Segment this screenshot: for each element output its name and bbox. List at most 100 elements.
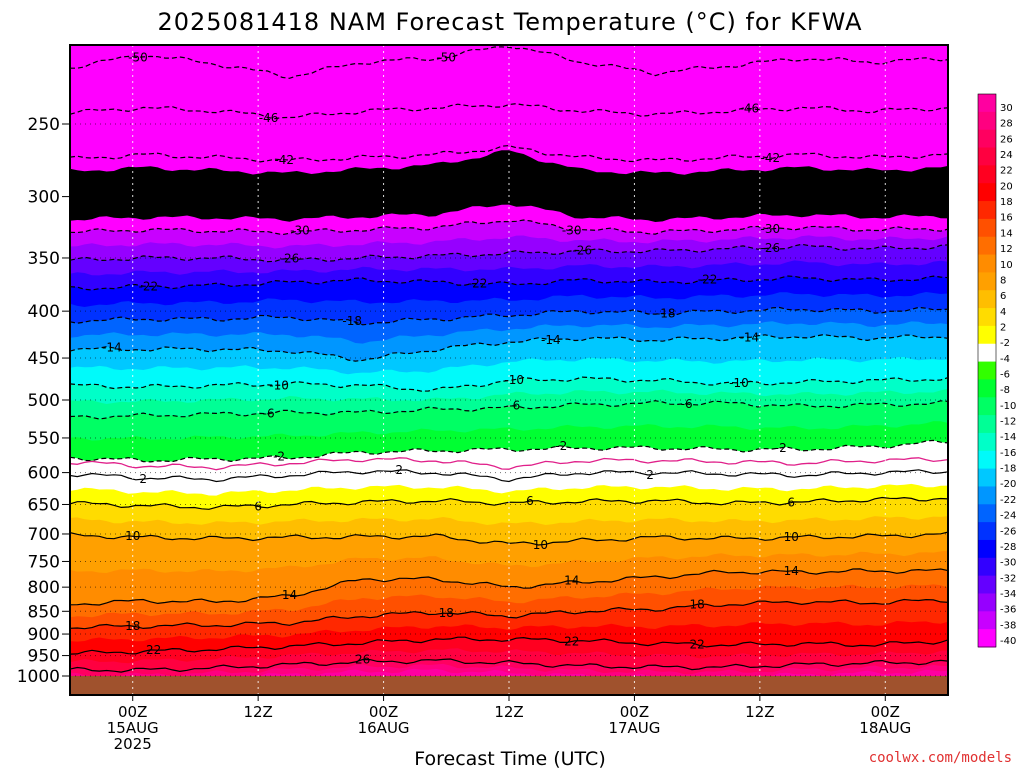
- colorbar-label: 8: [1000, 275, 1006, 286]
- contour-line: [70, 46, 948, 79]
- colorbar-swatch: [978, 290, 996, 309]
- contour-label: -42: [761, 151, 781, 165]
- colorbar-label: 6: [1000, 291, 1006, 302]
- contour-label: -42: [274, 153, 294, 167]
- colorbar-swatch: [978, 575, 996, 594]
- contour-label: -30: [761, 222, 781, 236]
- contour-line: [70, 243, 948, 263]
- colorbar-swatch: [978, 468, 996, 487]
- y-tick-label: 250: [28, 115, 60, 135]
- colorbar-label: -26: [1000, 526, 1016, 537]
- colorbar-label: -22: [1000, 495, 1016, 506]
- contour-label: -6: [508, 399, 520, 413]
- contour-label: -10: [269, 378, 289, 392]
- colorbar-swatch: [978, 308, 996, 327]
- colorbar-label: -36: [1000, 605, 1016, 616]
- colorbar-label: -32: [1000, 573, 1016, 584]
- colorbar-label: -16: [1000, 448, 1016, 459]
- y-tick-label: 800: [28, 578, 60, 598]
- x-tick-label: 00Z: [118, 703, 147, 721]
- colorbar-frame: [977, 93, 997, 648]
- y-tick-label: 900: [28, 625, 60, 645]
- colorbar-swatch: [978, 218, 996, 238]
- contour-label: -30: [290, 224, 310, 238]
- colorbar-label: -40: [1000, 636, 1016, 647]
- colorbar-swatch: [978, 201, 996, 220]
- x-tick-label: 18AUG: [859, 719, 911, 737]
- contour-label: -26: [572, 244, 592, 258]
- x-tick-label: 00Z: [620, 703, 649, 721]
- contour-line: [70, 275, 948, 291]
- contour-label: -30: [562, 224, 582, 238]
- ground-below-surface: [70, 676, 948, 695]
- colorbar-label: -30: [1000, 558, 1016, 569]
- colorbar-swatch: [978, 254, 996, 273]
- contour-label: 22: [564, 634, 579, 648]
- contour-label: -10: [504, 373, 524, 387]
- y-tick-label: 600: [28, 464, 60, 484]
- contour-label: -14: [541, 333, 561, 347]
- contour-label: -18: [342, 314, 362, 328]
- contour-label: -6: [263, 407, 275, 421]
- contour-label: 22: [690, 638, 705, 652]
- x-tick-label: 15AUG: [107, 719, 159, 737]
- contour-line: [70, 219, 948, 236]
- colorbar-swatch: [978, 129, 996, 149]
- colorbar-label: -28: [1000, 542, 1016, 553]
- colorbar-label: -38: [1000, 620, 1016, 631]
- chart-title: 2025081418 NAM Forecast Temperature (°C)…: [158, 8, 863, 36]
- colorbar-swatch: [978, 432, 996, 452]
- colorbar-swatch: [978, 379, 996, 398]
- colorbar: 30 28 26 24 22 20 18 16 14 12 10 8 6 4 2 -2 -4 -6 -8 -10 -12…: [977, 93, 1016, 648]
- contour-label: 6: [254, 499, 262, 513]
- y-tick-label: 450: [28, 349, 60, 369]
- colorbar-label: 28: [1000, 119, 1013, 130]
- colorbar-label: -4: [1000, 354, 1010, 365]
- colorbar-swatch: [978, 165, 996, 184]
- colorbar-swatch: [978, 111, 996, 131]
- contour-line: [70, 598, 948, 630]
- colorbar-label: 2: [1000, 322, 1006, 333]
- colorbar-label: -18: [1000, 464, 1016, 475]
- colorbar-swatch: [978, 450, 996, 470]
- colorbar-label: -2: [1000, 338, 1010, 349]
- contour-label: -38: [374, 173, 394, 187]
- y-tick-label: 700: [28, 525, 60, 545]
- colorbar-swatch: [978, 504, 996, 523]
- contour-label: -26: [761, 241, 781, 255]
- contour-label: -22: [468, 276, 488, 290]
- colorbar-label: 14: [1000, 228, 1013, 239]
- y-tick-label: 550: [28, 429, 60, 449]
- colorbar-swatch: [978, 94, 996, 113]
- contour-label: 2: [139, 472, 147, 486]
- site-credit: coolwx.com/models: [869, 750, 1012, 766]
- y-tick-label: 1000: [17, 667, 60, 687]
- contour-label: -18: [656, 307, 676, 321]
- contour-label: -22: [698, 273, 718, 287]
- contour-label: -14: [102, 340, 122, 354]
- colorbar-label: 22: [1000, 166, 1013, 177]
- y-tick-label: 400: [28, 302, 60, 322]
- contour-label: 2: [395, 463, 403, 477]
- freezing-line: [70, 457, 948, 471]
- contour-label: -34: [761, 194, 781, 208]
- contour-label: 18: [125, 619, 140, 633]
- contour-label: -50: [436, 51, 456, 65]
- colorbar-label: 24: [1000, 150, 1013, 161]
- contour-label: 2: [646, 468, 654, 482]
- contour-label: -46: [740, 101, 760, 115]
- plot-area: -50 -50 -46 -46 -42 -42 -38 -38 -34 -34 -34 -30 -30 -…: [69, 44, 949, 696]
- x-tick-label: 12Z: [243, 703, 272, 721]
- contour-label: 10: [533, 538, 548, 552]
- x-tick-label: 12Z: [494, 703, 523, 721]
- colorbar-label: 4: [1000, 307, 1006, 318]
- contour-label: 14: [784, 564, 799, 578]
- colorbar-label: 10: [1000, 260, 1013, 271]
- contour-line: [70, 469, 948, 483]
- contour-label: 26: [355, 653, 370, 667]
- x-tick-label: 16AUG: [358, 719, 410, 737]
- contour-line: [70, 144, 948, 163]
- y-tick-label: 950: [28, 647, 60, 667]
- x-tick-label: 00Z: [369, 703, 398, 721]
